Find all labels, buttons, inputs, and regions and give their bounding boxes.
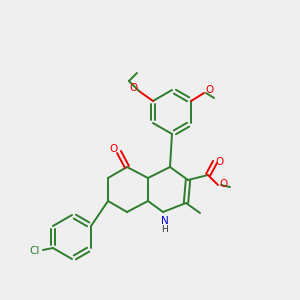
Text: N: N — [161, 216, 169, 226]
Text: O: O — [130, 83, 138, 93]
Text: O: O — [216, 157, 224, 167]
Text: Cl: Cl — [30, 246, 40, 256]
Text: O: O — [109, 144, 117, 154]
Text: O: O — [219, 179, 227, 189]
Text: H: H — [162, 224, 168, 233]
Text: O: O — [205, 85, 213, 95]
